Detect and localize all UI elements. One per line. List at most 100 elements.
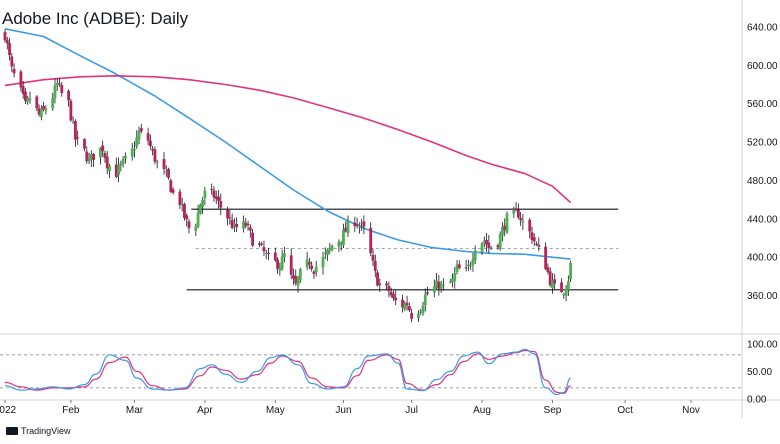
candle-down — [187, 221, 191, 229]
candle-down — [289, 255, 293, 275]
candle-down — [146, 133, 150, 141]
candle-up — [44, 108, 48, 111]
candle-up — [337, 241, 341, 247]
candle-down — [151, 148, 155, 151]
moving-average-slow — [4, 75, 572, 204]
candle-down — [83, 139, 86, 149]
candle-down — [530, 232, 534, 241]
candle-down — [169, 180, 173, 192]
candle-down — [373, 260, 377, 271]
candle-up — [435, 280, 438, 288]
candle-down — [3, 32, 7, 41]
candle-up — [482, 240, 486, 243]
candle-down — [60, 85, 64, 94]
candle-down — [353, 222, 357, 227]
stochastic-tick-label: 0.00 — [747, 394, 767, 405]
candle-down — [76, 137, 80, 139]
time-tick-label: Sep — [544, 405, 562, 416]
candle-up — [326, 249, 329, 256]
candle-down — [276, 259, 279, 269]
candle-up — [439, 283, 443, 289]
candle-down — [92, 154, 95, 160]
candle-up — [201, 199, 205, 207]
chart-title: Adobe Inc (ADBE): Daily — [2, 9, 189, 28]
candle-down — [401, 299, 404, 308]
candle-down — [8, 43, 11, 56]
candle-up — [421, 305, 425, 314]
candle-up — [51, 97, 55, 109]
candle-down — [405, 302, 409, 306]
candle-down — [178, 191, 182, 205]
candle-down — [394, 297, 398, 301]
candle-down — [217, 196, 220, 201]
candle-up — [203, 190, 207, 199]
candle-up — [469, 265, 473, 267]
price-tick-label: 400.00 — [747, 253, 778, 264]
candle-down — [262, 247, 266, 252]
candle-down — [548, 271, 552, 286]
candle-up — [562, 294, 566, 296]
candle-down — [553, 279, 557, 284]
candle-down — [312, 271, 316, 274]
candle-down — [385, 283, 389, 286]
time-tick-label: Apr — [197, 405, 213, 416]
candle-down — [389, 291, 393, 296]
candle-up — [471, 259, 475, 266]
candle-down — [546, 267, 550, 273]
time-tick-label: May — [266, 405, 285, 416]
candle-up — [403, 303, 407, 310]
candle-up — [569, 262, 573, 280]
candle-up — [242, 221, 245, 229]
stochastic-k-line — [4, 348, 571, 396]
candle-up — [137, 130, 141, 140]
candle-up — [278, 267, 282, 271]
candle-down — [171, 189, 175, 193]
candle-up — [298, 269, 302, 281]
candle-down — [457, 264, 461, 269]
candle-down — [407, 306, 411, 311]
candle-down — [42, 106, 46, 110]
candle-up — [26, 97, 30, 102]
candle-down — [532, 237, 536, 242]
candle-down — [185, 215, 189, 220]
candle-down — [355, 224, 359, 226]
candle-down — [464, 267, 468, 269]
candle-up — [180, 203, 184, 206]
price-tick-label: 440.00 — [747, 214, 778, 225]
time-tick-label: Jul — [405, 405, 418, 416]
candle-down — [310, 265, 314, 270]
candle-down — [267, 252, 270, 254]
tradingview-watermark: TradingView — [6, 426, 71, 436]
candle-down — [226, 209, 230, 219]
candle-down — [67, 90, 71, 101]
candle-down — [183, 204, 186, 219]
candle-down — [516, 209, 520, 218]
candle-down — [148, 140, 152, 147]
chart-frame — [0, 0, 780, 418]
candle-up — [417, 313, 420, 319]
candle-down — [37, 108, 41, 115]
time-tick-label: Jun — [335, 405, 351, 416]
candle-up — [314, 266, 318, 273]
price-tick-label: 480.00 — [747, 176, 778, 187]
candle-up — [198, 204, 202, 214]
candle-down — [162, 158, 166, 170]
candle-up — [451, 278, 454, 282]
candle-down — [376, 272, 379, 286]
candle-down — [371, 255, 375, 261]
moving-averages — [4, 28, 572, 260]
time-tick-label: Nov — [682, 405, 700, 416]
candle-up — [39, 108, 43, 118]
candle-down — [246, 223, 250, 226]
candle-down — [21, 86, 25, 94]
candle-down — [344, 227, 348, 232]
candle-down — [228, 217, 232, 219]
candle-up — [296, 277, 300, 286]
candle-down — [519, 218, 523, 221]
stochastic-panel — [0, 348, 742, 396]
tradingview-logo-icon — [6, 427, 18, 435]
candle-down — [35, 96, 39, 109]
candle-up — [566, 281, 570, 290]
time-tick-label: Aug — [473, 405, 491, 416]
